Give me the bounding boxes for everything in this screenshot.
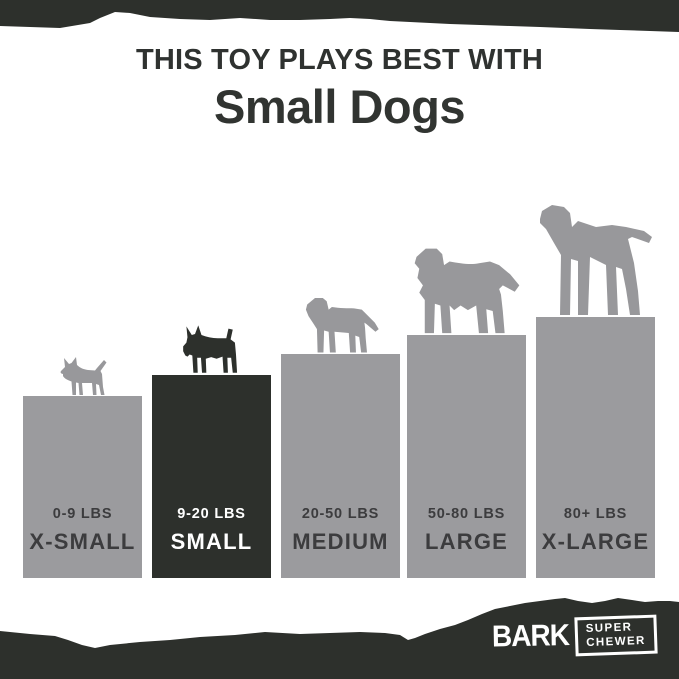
chihuahua-icon [60, 357, 106, 395]
golden-retriever-icon [414, 248, 519, 334]
bar-x-small: 0-9 LBS X-SMALL [23, 357, 142, 578]
great-dane-icon [539, 205, 652, 315]
bar-x-large: 80+ LBS X-LARGE [536, 205, 655, 578]
scottish-terrier-icon [182, 325, 237, 373]
size-name-label: X-LARGE [541, 529, 650, 554]
bar-small-highlighted: 9-20 LBS SMALL [152, 325, 271, 578]
super-chewer-line2: CHEWER [586, 635, 647, 650]
weight-range-label: 50-80 LBS [427, 506, 506, 522]
headline-eyebrow: THIS TOY PLAYS BEST WITH [135, 44, 544, 76]
bark-wordmark: BARK [491, 617, 569, 653]
weight-range-label: 20-50 LBS [301, 506, 380, 522]
bar-large: 50-80 LBS LARGE [407, 248, 526, 578]
size-name-label: SMALL [170, 529, 253, 554]
super-chewer-badge: SUPER CHEWER [574, 614, 658, 657]
labrador-icon [305, 297, 379, 353]
torn-paper-edge-top [0, 0, 679, 32]
weight-range-label: 9-20 LBS [177, 506, 246, 522]
bar-medium: 20-50 LBS MEDIUM [281, 297, 400, 578]
bark-super-chewer-logo: BARK SUPER CHEWER [491, 614, 658, 657]
weight-range-label: 80+ LBS [563, 506, 628, 522]
super-chewer-line1: SUPER [586, 621, 634, 636]
size-name-label: MEDIUM [292, 529, 389, 554]
size-name-label: X-SMALL [29, 529, 136, 554]
weight-range-label: 0-9 LBS [52, 506, 113, 522]
size-name-label: LARGE [425, 529, 508, 554]
page-title: Small Dogs [214, 80, 465, 133]
